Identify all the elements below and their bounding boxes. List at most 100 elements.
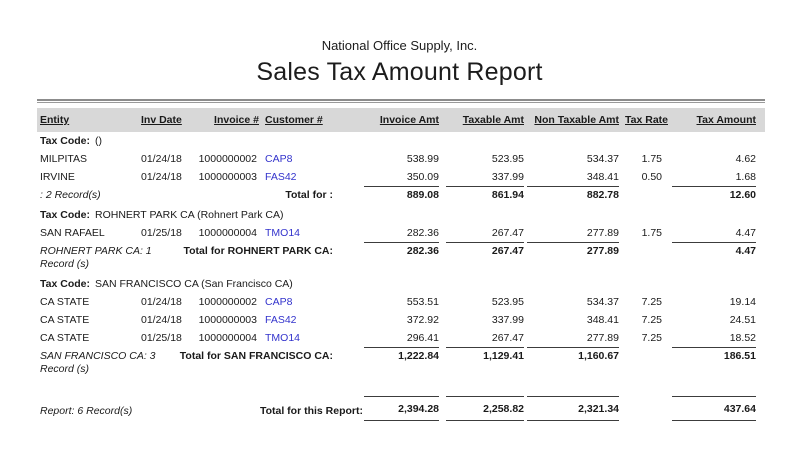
report-total-invoice-amt: 2,394.28	[364, 396, 439, 421]
customer-link[interactable]: CAP8	[265, 296, 293, 308]
column-header-taxable-amt: Taxable Amt	[443, 108, 527, 132]
group-total-tax-amount: 4.47	[672, 242, 756, 257]
group-total-tax-amount: 186.51	[672, 347, 756, 362]
table-row: SAN RAFAEL 01/25/18 1000000004 TMO14 282…	[37, 224, 765, 242]
cell-invoice-num: 1000000004	[198, 332, 257, 344]
cell-tax-amount: 1.68	[735, 171, 756, 183]
cell-tax-rate: 1.75	[641, 227, 662, 239]
column-header-row: Entity Inv Date Invoice # Customer # Inv…	[37, 108, 765, 132]
group-total-row: SAN FRANCISCO CA: 3 Record (s) Total for…	[37, 347, 765, 380]
group-total-invoice-amt: 282.36	[364, 242, 439, 257]
column-header-inv-date: Inv Date	[139, 108, 198, 132]
tax-code-value: SAN FRANCISCO CA (San Francisco CA)	[94, 278, 293, 290]
report-total-row: Report: 6 Record(s) Total for this Repor…	[37, 396, 765, 425]
group-total-row: ROHNERT PARK CA: 1 Record (s) Total for …	[37, 242, 765, 275]
cell-inv-date: 01/24/18	[141, 296, 182, 308]
cell-entity: IRVINE	[40, 171, 75, 183]
cell-entity: CA STATE	[40, 332, 90, 344]
cell-inv-date: 01/25/18	[141, 227, 182, 239]
customer-link[interactable]: FAS42	[265, 171, 297, 183]
group-total-label: Total for ROHNERT PARK CA:	[183, 245, 333, 257]
column-header-tax-rate: Tax Rate	[623, 108, 668, 132]
cell-entity: CA STATE	[40, 296, 90, 308]
cell-invoice-num: 1000000004	[198, 227, 257, 239]
report-total-non-taxable-amt: 2,321.34	[527, 396, 619, 421]
customer-link[interactable]: CAP8	[265, 153, 293, 165]
report-total-tax-amount: 437.64	[672, 396, 756, 421]
cell-tax-rate: 0.50	[641, 171, 662, 183]
cell-taxable-amt: 267.47	[491, 332, 524, 344]
group-total-label: Total for :	[285, 189, 333, 201]
report-table: Entity Inv Date Invoice # Customer # Inv…	[37, 108, 765, 425]
cell-non-taxable-amt: 348.41	[586, 171, 619, 183]
group-total-invoice-amt: 1,222.84	[364, 347, 439, 362]
cell-taxable-amt: 523.95	[491, 153, 524, 165]
tax-code-value: ROHNERT PARK CA (Rohnert Park CA)	[94, 209, 284, 221]
group-total-invoice-amt: 889.08	[364, 186, 439, 201]
cell-inv-date: 01/24/18	[141, 314, 182, 326]
report-record-count: Report: 6 Record(s)	[40, 405, 133, 417]
cell-tax-amount: 4.47	[735, 227, 756, 239]
column-header-non-taxable-amt: Non Taxable Amt	[527, 108, 623, 132]
cell-invoice-amt: 296.41	[406, 332, 439, 344]
group-total-taxable-amt: 267.47	[446, 242, 524, 257]
tax-code-label: Tax Code:	[40, 135, 90, 147]
cell-tax-rate: 7.25	[641, 296, 662, 308]
table-row: CA STATE 01/25/18 1000000004 TMO14 296.4…	[37, 329, 765, 347]
group-total-non-taxable-amt: 1,160.67	[527, 347, 619, 362]
cell-invoice-amt: 350.09	[406, 171, 439, 183]
table-row: MILPITAS 01/24/18 1000000002 CAP8 538.99…	[37, 150, 765, 168]
company-name: National Office Supply, Inc.	[321, 38, 478, 53]
customer-link[interactable]: TMO14	[265, 227, 301, 239]
customer-link[interactable]: TMO14	[265, 332, 301, 344]
cell-taxable-amt: 267.47	[491, 227, 524, 239]
cell-tax-rate: 7.25	[641, 332, 662, 344]
cell-tax-amount: 18.52	[729, 332, 756, 344]
group-total-non-taxable-amt: 277.89	[527, 242, 619, 257]
group-total-non-taxable-amt: 882.78	[527, 186, 619, 201]
group-record-count: ROHNERT PARK CA: 1 Record (s)	[40, 245, 152, 270]
cell-tax-rate: 1.75	[641, 153, 662, 165]
cell-inv-date: 01/24/18	[141, 153, 182, 165]
cell-invoice-num: 1000000002	[198, 153, 257, 165]
table-row: IRVINE 01/24/18 1000000003 FAS42 350.09 …	[37, 168, 765, 186]
cell-entity: CA STATE	[40, 314, 90, 326]
customer-link[interactable]: FAS42	[265, 314, 297, 326]
report-title: Sales Tax Amount Report	[256, 58, 543, 86]
cell-tax-amount: 19.14	[729, 296, 756, 308]
report-total-label: Total for this Report:	[259, 405, 363, 417]
column-header-invoice-amt: Invoice Amt	[333, 108, 443, 132]
cell-invoice-amt: 372.92	[406, 314, 439, 326]
column-header-invoice-num: Invoice #	[198, 108, 259, 132]
cell-non-taxable-amt: 348.41	[586, 314, 619, 326]
group-total-row: : 2 Record(s) Total for : 889.08 861.94 …	[37, 186, 765, 206]
column-header-entity: Entity	[37, 108, 139, 132]
cell-non-taxable-amt: 277.89	[586, 332, 619, 344]
cell-entity: MILPITAS	[40, 153, 88, 165]
cell-invoice-num: 1000000003	[198, 171, 257, 183]
cell-taxable-amt: 337.99	[491, 314, 524, 326]
group-total-tax-amount: 12.60	[672, 186, 756, 201]
cell-invoice-num: 1000000003	[198, 314, 257, 326]
group-record-count: : 2 Record(s)	[40, 189, 101, 201]
table-row: CA STATE 01/24/18 1000000002 CAP8 553.51…	[37, 293, 765, 311]
group-total-label: Total for SAN FRANCISCO CA:	[179, 350, 333, 362]
tax-code-label: Tax Code:	[40, 209, 90, 221]
cell-non-taxable-amt: 277.89	[586, 227, 619, 239]
group-header: Tax Code: SAN FRANCISCO CA (San Francisco…	[37, 275, 765, 293]
header-rule	[37, 99, 765, 103]
cell-invoice-amt: 538.99	[406, 153, 439, 165]
cell-non-taxable-amt: 534.37	[586, 296, 619, 308]
group-header: Tax Code: ROHNERT PARK CA (Rohnert Park C…	[37, 206, 765, 224]
cell-inv-date: 01/24/18	[141, 171, 182, 183]
cell-taxable-amt: 523.95	[491, 296, 524, 308]
group-record-count: SAN FRANCISCO CA: 3 Record (s)	[40, 350, 156, 375]
cell-invoice-num: 1000000002	[198, 296, 257, 308]
column-header-customer-num: Customer #	[259, 108, 333, 132]
group-total-taxable-amt: 1,129.41	[446, 347, 524, 362]
cell-tax-amount: 4.62	[735, 153, 756, 165]
tax-code-label: Tax Code:	[40, 278, 90, 290]
report-total-taxable-amt: 2,258.82	[446, 396, 524, 421]
cell-invoice-amt: 282.36	[406, 227, 439, 239]
